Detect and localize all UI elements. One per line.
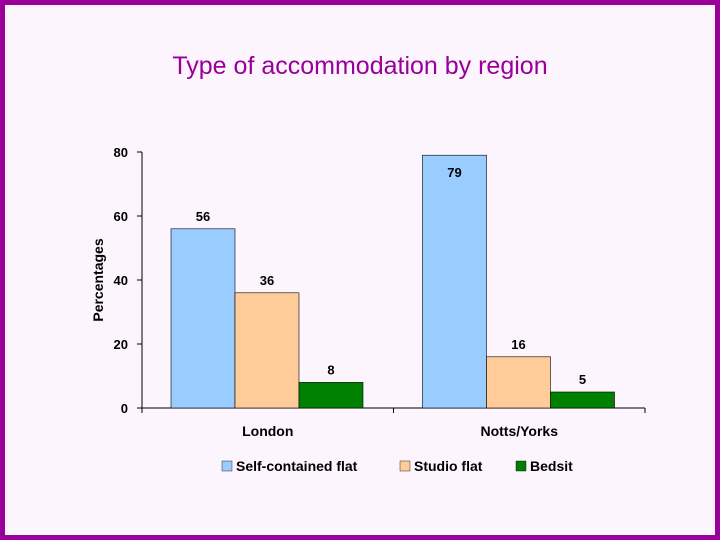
data-label: 8 (327, 362, 334, 377)
bar (486, 356, 551, 409)
y-tick-label: 40 (114, 273, 128, 288)
y-tick-label: 60 (114, 209, 128, 224)
bar (234, 292, 300, 409)
y-axis-label: Percentages (90, 238, 106, 321)
y-tick-label: 80 (114, 145, 128, 160)
x-tick-label: Notts/Yorks (480, 423, 558, 439)
data-label: 16 (511, 337, 525, 352)
x-tick-label: London (242, 423, 293, 439)
bar (550, 391, 615, 409)
bar (170, 228, 236, 409)
legend-label: Bedsit (530, 458, 573, 474)
bar (422, 154, 487, 409)
legend-label: Self-contained flat (236, 458, 358, 474)
data-label: 56 (196, 209, 210, 224)
data-label: 79 (447, 165, 461, 180)
y-tick-label: 20 (114, 337, 128, 352)
legend-swatch (399, 460, 411, 472)
legend-swatch (515, 460, 527, 472)
data-label: 5 (579, 372, 586, 387)
legend-swatch (221, 460, 233, 472)
bar (298, 382, 364, 409)
data-label: 36 (260, 273, 274, 288)
chart-title: Type of accommodation by region (172, 52, 548, 80)
y-tick-label: 0 (121, 401, 128, 416)
legend-label: Studio flat (414, 458, 483, 474)
